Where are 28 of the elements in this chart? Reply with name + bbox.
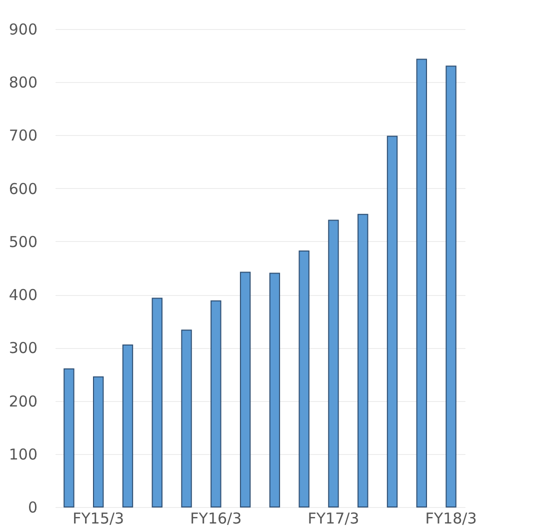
bar [269,272,280,508]
y-tick-label: 800 [8,74,38,92]
y-tick-label: 400 [8,286,38,304]
bar [152,298,162,508]
x-tick-label: FY15/3 [72,510,124,528]
x-tick-label: FY16/3 [190,510,242,528]
bar [240,272,251,508]
bar [210,300,222,508]
bar [64,368,74,508]
bar [446,66,456,508]
bar [122,344,134,508]
y-tick-label: 500 [8,232,38,251]
y-tick-label: 900 [8,20,38,38]
y-tick-label: 600 [8,180,38,198]
bar [93,376,104,508]
y-tick-label: 300 [8,339,38,358]
x-tick-label: FY17/3 [308,510,360,528]
y-tick-label: 0 [28,498,38,516]
bar [416,58,427,508]
y-tick-label: 700 [8,126,38,145]
y-tick-label: 100 [8,445,38,464]
bar [328,220,339,508]
bar [358,214,368,508]
y-tick-label: 200 [8,392,38,410]
bar [298,250,310,508]
bar [181,330,192,508]
bar [386,136,398,508]
x-tick-label: FY18/3 [425,510,477,528]
